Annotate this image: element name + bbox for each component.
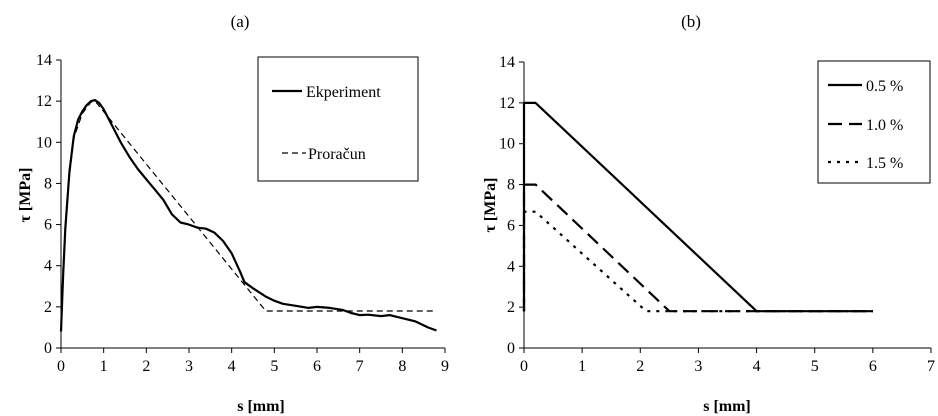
panel-a-y-tick-label: 4 <box>44 258 52 275</box>
panel-b-y-tick-label: 6 <box>507 217 515 234</box>
panel-b-x-tick-label: 0 <box>520 358 528 375</box>
panel-a-x-tick-label: 7 <box>356 358 364 375</box>
panel-b-x-tick-label: 7 <box>927 358 935 375</box>
panel-b-y-tick-label: 2 <box>507 299 515 316</box>
panel-b-x-tick-label: 3 <box>694 358 702 375</box>
panel-a-y-tick-label: 0 <box>44 340 52 357</box>
panel-b-x-tick-label: 5 <box>811 358 819 375</box>
panel-a-x-tick-label: 2 <box>142 358 150 375</box>
panel-a-y-tick-label: 10 <box>36 134 52 151</box>
panel-b-series <box>522 101 873 313</box>
panel-a-x-tick-label: 3 <box>185 358 193 375</box>
panel-a-x-axis-title: s [mm] <box>237 398 285 415</box>
panel-b-y-tick-label: 8 <box>507 177 515 194</box>
panel-a-y-tick-label: 12 <box>36 93 52 110</box>
panel-a-y-tick-label: 6 <box>44 217 52 234</box>
panel-a-legend-box <box>257 56 419 182</box>
panel-a-y-tick-label: 2 <box>44 299 52 316</box>
panel-b-legend-label-15: 1.5 % <box>866 155 903 172</box>
panel-b-series-line-1 <box>522 183 873 313</box>
panel-a-x-tick-label: 1 <box>100 358 108 375</box>
panel-a-x-tick-label: 4 <box>228 358 236 375</box>
panel-b-x-tick-label: 1 <box>578 358 586 375</box>
panel-b-y-tick-label: 14 <box>499 54 515 71</box>
panel-a-series <box>59 98 437 332</box>
panel-a-x-tick-label: 0 <box>57 358 65 375</box>
panel-b-x-axis-title: s [mm] <box>703 398 751 415</box>
panel-b-series-line-2 <box>522 210 873 313</box>
panel-b-x-tick-label: 2 <box>636 358 644 375</box>
panel-a-legend-label-calculation: Proračun <box>308 146 366 163</box>
panel-b-legend-label-10: 1.0 % <box>866 117 903 134</box>
panel-b-y-axis-title: τ [MPa] <box>482 178 499 233</box>
panel-b-y-tick-label: 4 <box>507 258 515 275</box>
panel-b-label: (b) <box>681 12 701 31</box>
panel-a-x-tick-label: 8 <box>398 358 406 375</box>
panel-a-x-tick-label: 6 <box>313 358 321 375</box>
panel-a-y-tick-label: 14 <box>36 52 52 69</box>
panel-b-legend-label-05: 0.5 % <box>866 78 903 95</box>
panel-a-label: (a) <box>231 12 250 31</box>
panel-a-y-tick-label: 8 <box>44 175 52 192</box>
panel-b-y-tick-label: 12 <box>499 95 515 112</box>
panel-b-y-tick-label: 10 <box>499 136 515 153</box>
panel-a-x-tick-label: 5 <box>270 358 278 375</box>
panel-b-legend-box <box>817 60 931 184</box>
panel-a-series-line-0 <box>59 98 437 332</box>
panel-b-x-tick-label: 6 <box>869 358 877 375</box>
panel-a-x-tick-label: 9 <box>441 358 449 375</box>
panel-b-x-tick-label: 4 <box>753 358 761 375</box>
panel-b-y-tick-label: 0 <box>507 340 515 357</box>
panel-a-legend-label-experiment: Ekperiment <box>306 84 381 101</box>
panel-a-y-axis-title: τ [MPa] <box>17 168 34 223</box>
